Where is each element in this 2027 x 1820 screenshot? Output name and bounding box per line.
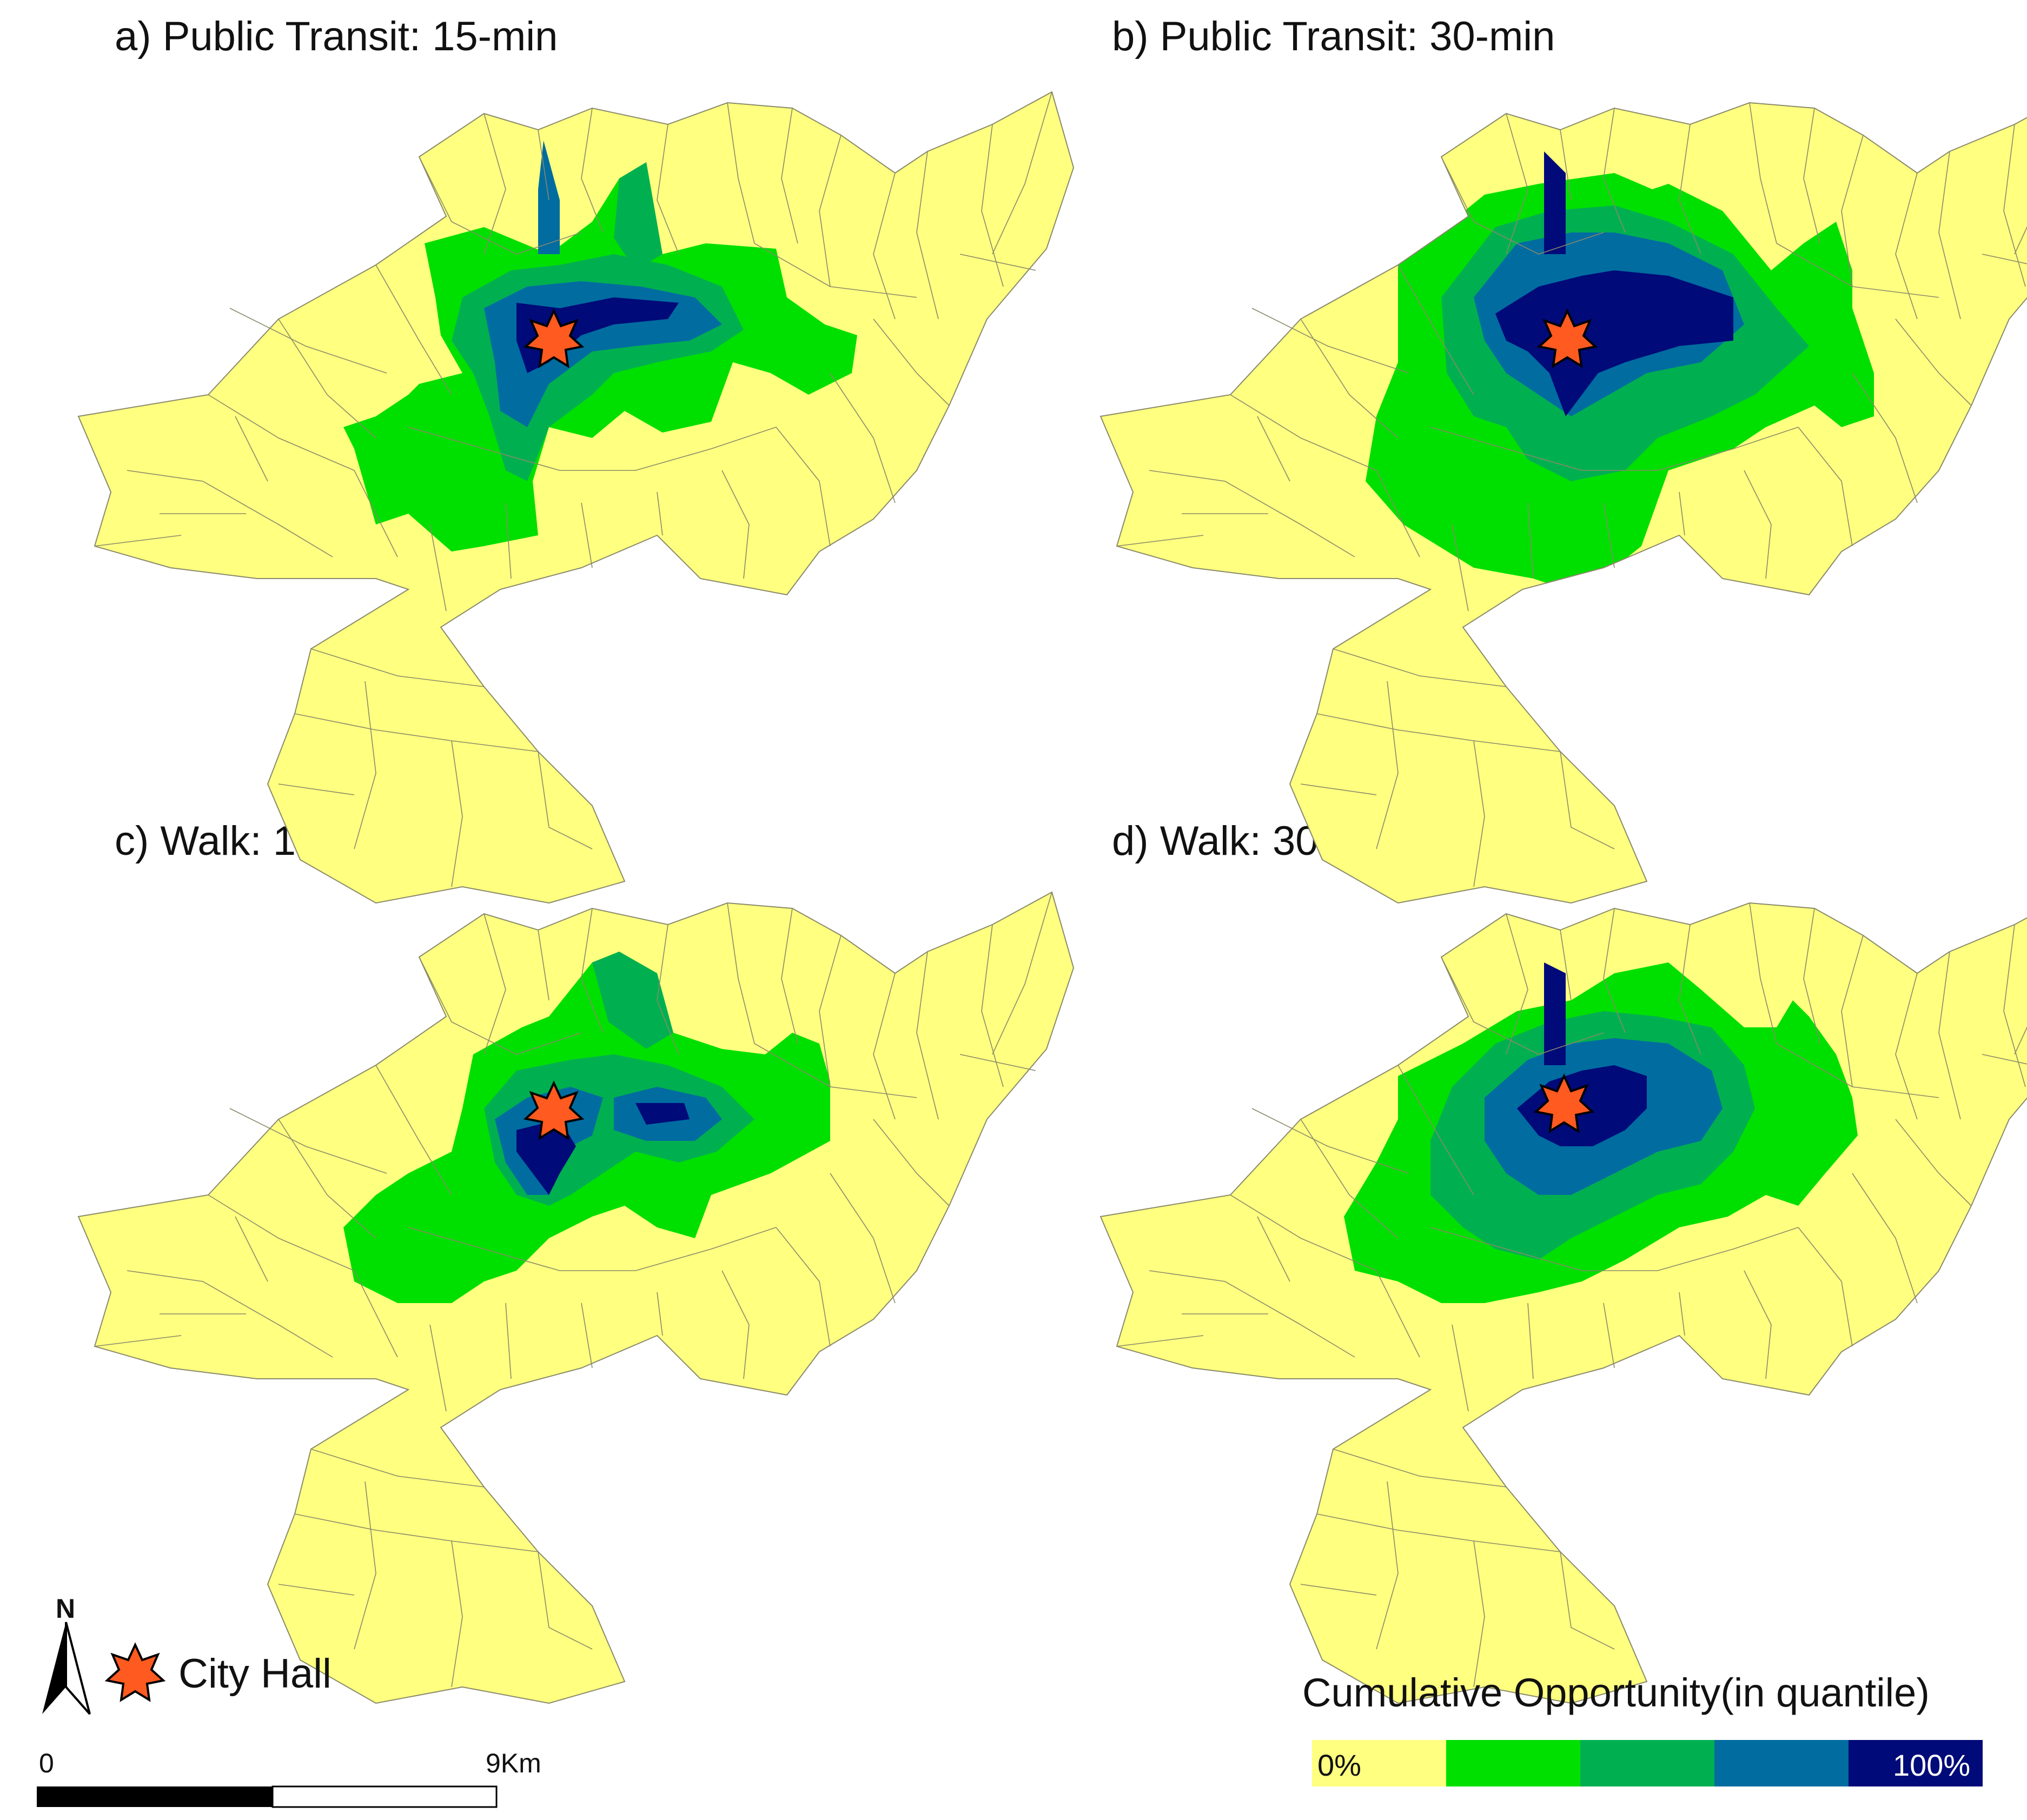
- legend-class-3: [1580, 1740, 1714, 1786]
- scale-bar: [37, 1785, 498, 1808]
- legend-color-bar: [1312, 1740, 1983, 1786]
- scale-start-label: 0: [39, 1748, 54, 1778]
- map-panel-d: [1100, 892, 2027, 1704]
- city-hall-label: City Hall: [178, 1651, 332, 1697]
- legend-low-label: 0%: [1317, 1748, 1361, 1782]
- legend-class-5: [1849, 1740, 1983, 1786]
- scale-end-label: 9Km: [486, 1748, 541, 1778]
- legend-high-label: 100%: [1893, 1748, 1971, 1782]
- city-hall-icon: [1536, 308, 1598, 368]
- city-hall-icon: [523, 308, 585, 368]
- city-hall-legend-icon: [104, 1642, 166, 1702]
- city-hall-icon: [1533, 1073, 1595, 1133]
- map-panel-b: [1100, 91, 2027, 904]
- panel-title-b: b) Public Transit: 30-min: [1112, 14, 1555, 59]
- legend-class-4: [1714, 1740, 1849, 1786]
- panel-title-a: a) Public Transit: 15-min: [115, 14, 558, 59]
- map-panel-a: [78, 91, 1074, 904]
- legend-class-2: [1446, 1740, 1580, 1786]
- legend-class-1: [1312, 1740, 1446, 1786]
- legend-title: Cumulative Opportunity(in quantile): [1302, 1670, 1930, 1715]
- map-panel-c: [78, 892, 1074, 1704]
- north-arrow-icon: [42, 1622, 91, 1715]
- city-hall-icon: [523, 1080, 585, 1140]
- north-label: N: [56, 1593, 76, 1624]
